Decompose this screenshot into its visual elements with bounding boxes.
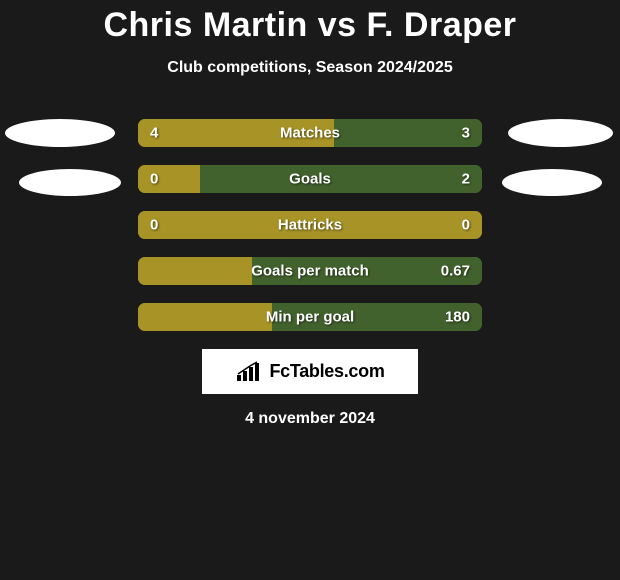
comparison-infographic: Chris Martin vs F. Draper Club competiti… — [0, 0, 620, 428]
stat-right-value: 180 — [445, 309, 470, 326]
player-left-disc-1 — [5, 119, 115, 147]
stat-right-value: 2 — [462, 171, 470, 188]
date-label: 4 november 2024 — [0, 410, 620, 428]
stat-row: 4 3 Matches — [138, 119, 482, 147]
stat-right-value: 0.67 — [441, 263, 470, 280]
source-logo: FcTables.com — [202, 349, 418, 394]
stat-label: Goals per match — [251, 263, 369, 280]
stat-row: 180 Min per goal — [138, 303, 482, 331]
stat-label: Min per goal — [266, 309, 354, 326]
bar-left-fill — [138, 303, 272, 331]
source-logo-text: FcTables.com — [269, 361, 384, 382]
subtitle: Club competitions, Season 2024/2025 — [0, 59, 620, 77]
player-right-disc-2 — [502, 169, 602, 196]
stat-label: Hattricks — [278, 217, 342, 234]
stat-right-value: 0 — [462, 217, 470, 234]
player-right-disc-1 — [508, 119, 613, 147]
bar-left-fill — [138, 165, 200, 193]
stat-label: Goals — [289, 171, 331, 188]
bar-right-fill — [334, 119, 482, 147]
stat-row: 0 2 Goals — [138, 165, 482, 193]
bars-icon — [235, 361, 263, 383]
chart-area: 4 3 Matches 0 2 Goals 0 0 Hattricks 0.67 Goals per… — [0, 119, 620, 331]
stat-left-value: 0 — [150, 171, 158, 188]
stat-row: 0 0 Hattricks — [138, 211, 482, 239]
bar-right-fill — [200, 165, 482, 193]
stat-left-value: 4 — [150, 125, 158, 142]
stat-right-value: 3 — [462, 125, 470, 142]
bar-left-fill — [138, 257, 252, 285]
stat-row: 0.67 Goals per match — [138, 257, 482, 285]
stat-left-value: 0 — [150, 217, 158, 234]
stat-bars: 4 3 Matches 0 2 Goals 0 0 Hattricks 0.67 Goals per… — [138, 119, 482, 331]
player-left-disc-2 — [19, 169, 121, 196]
stat-label: Matches — [280, 125, 340, 142]
page-title: Chris Martin vs F. Draper — [0, 0, 620, 45]
